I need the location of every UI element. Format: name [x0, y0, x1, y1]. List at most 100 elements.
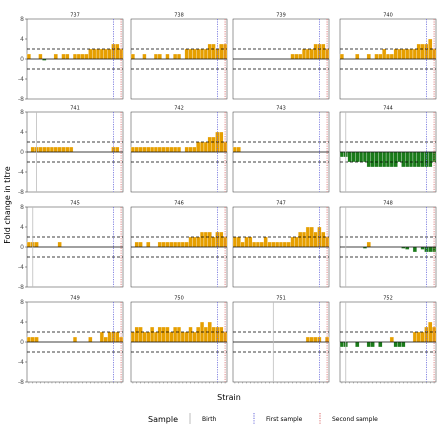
bar [393, 151, 398, 168]
bar [339, 53, 344, 60]
panel-strip-label: 741 [70, 106, 80, 112]
bar [290, 236, 295, 248]
bar [192, 331, 197, 343]
bar [57, 241, 62, 248]
bar [157, 241, 162, 248]
bar [366, 151, 371, 168]
bar [359, 151, 364, 163]
y-tick-label: -4 [18, 169, 24, 176]
y-tick-label: 0 [20, 339, 24, 346]
panel-strip-label: 743 [276, 106, 286, 112]
bar [207, 43, 212, 60]
legend: Sample Birth First sample Second sample [148, 413, 378, 424]
bar [282, 241, 287, 248]
bar [30, 336, 35, 343]
bar [263, 236, 268, 248]
bar [138, 146, 143, 153]
bar [309, 336, 314, 343]
y-tick-label: 0 [20, 149, 24, 156]
bar [57, 146, 62, 153]
panel-750: 750 [130, 296, 228, 384]
bar [176, 53, 182, 60]
bar [424, 151, 429, 168]
y-tick-label: -8 [18, 284, 24, 291]
panel-752: 752 [339, 296, 437, 384]
bar [412, 331, 417, 343]
panel-strip-label: 744 [383, 106, 393, 112]
panel-745: 745 -8 -4 0 4 8 [18, 201, 124, 291]
bar [192, 48, 197, 60]
bar [115, 331, 120, 343]
bar [252, 241, 257, 248]
bar [130, 331, 135, 343]
bar [301, 48, 307, 60]
bar [107, 48, 112, 60]
bar [26, 336, 31, 343]
bar [378, 53, 383, 60]
bar [416, 43, 421, 60]
bar [382, 48, 387, 60]
bar [180, 241, 185, 248]
bar [385, 151, 391, 168]
bar [219, 231, 224, 248]
bar [339, 151, 344, 158]
bar [107, 331, 112, 343]
bar [165, 53, 170, 60]
bar [305, 48, 310, 60]
bar [416, 331, 421, 343]
bar [408, 151, 414, 168]
panel-strip-label: 738 [174, 13, 184, 19]
bar [236, 146, 241, 153]
bar [130, 146, 135, 153]
bar [416, 151, 421, 168]
y-tick-label: 4 [20, 224, 24, 231]
bar [389, 53, 394, 60]
panel-strip-label: 752 [383, 296, 393, 302]
bar [347, 151, 352, 163]
bar [203, 141, 208, 153]
bar [150, 146, 155, 153]
bar [169, 146, 174, 153]
bar [134, 241, 139, 248]
bar [192, 146, 197, 153]
bar [294, 236, 299, 248]
bar [389, 151, 394, 168]
panel-747: 747 [232, 201, 330, 288]
bar [385, 53, 391, 60]
bar [211, 136, 216, 153]
bar [397, 341, 402, 348]
bar [169, 241, 174, 248]
bar [267, 241, 272, 248]
panel-strip-label: 748 [383, 201, 393, 207]
bar [196, 48, 201, 60]
bar [275, 241, 280, 248]
bar [34, 336, 39, 343]
bar [236, 236, 241, 248]
bar [298, 53, 303, 60]
bar [370, 341, 375, 348]
bar [355, 53, 360, 60]
bar [161, 326, 166, 343]
bar [165, 146, 170, 153]
bar [211, 326, 216, 343]
bar [34, 241, 39, 248]
bar [232, 146, 237, 153]
bar [244, 236, 249, 248]
bar [294, 53, 299, 60]
bar [393, 341, 398, 348]
panel-738: 738 [130, 13, 228, 100]
bar [203, 326, 208, 343]
bar [255, 241, 261, 248]
bar [176, 241, 182, 248]
bar [138, 241, 143, 248]
bar [26, 241, 31, 248]
bar [355, 341, 360, 348]
bar [378, 151, 383, 168]
bar [378, 341, 383, 348]
bar [146, 241, 151, 248]
panel-strip-label: 751 [276, 296, 286, 302]
facet-panels: 737 -8 -4 0 4 8 738 739 740 741 -8 -4 0 4 8 742 743 744 74… [18, 13, 437, 386]
bar [278, 241, 284, 248]
bar [211, 43, 216, 60]
y-tick-label: 8 [20, 299, 24, 306]
